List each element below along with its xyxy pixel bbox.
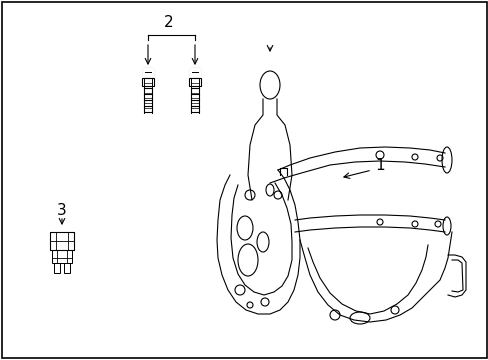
Text: 1: 1	[374, 158, 384, 172]
Bar	[142, 78, 154, 86]
Bar	[50, 232, 74, 250]
Bar	[190, 68, 200, 76]
Bar	[142, 68, 153, 76]
Text: 3: 3	[57, 202, 67, 217]
Bar	[54, 263, 60, 273]
Bar	[142, 68, 153, 76]
Bar	[64, 263, 70, 273]
Bar	[190, 68, 200, 76]
Text: 2: 2	[164, 14, 173, 30]
Bar	[189, 78, 201, 86]
Bar	[50, 232, 74, 250]
Bar	[52, 250, 72, 263]
